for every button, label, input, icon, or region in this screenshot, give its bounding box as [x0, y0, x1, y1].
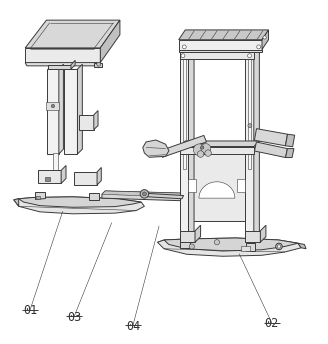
- Polygon shape: [94, 111, 98, 130]
- Polygon shape: [74, 172, 97, 185]
- Circle shape: [263, 36, 266, 39]
- Polygon shape: [179, 30, 269, 40]
- Polygon shape: [199, 182, 235, 198]
- Text: 02: 02: [265, 318, 279, 330]
- Polygon shape: [260, 225, 266, 242]
- Polygon shape: [246, 243, 256, 251]
- Circle shape: [201, 146, 204, 149]
- Polygon shape: [94, 63, 102, 67]
- Polygon shape: [180, 52, 189, 242]
- Polygon shape: [102, 191, 185, 201]
- Polygon shape: [48, 65, 71, 69]
- Polygon shape: [189, 46, 194, 242]
- Bar: [45, 177, 50, 181]
- Polygon shape: [53, 153, 58, 175]
- Circle shape: [181, 54, 185, 58]
- Polygon shape: [241, 246, 250, 251]
- Circle shape: [197, 151, 204, 157]
- Polygon shape: [14, 199, 19, 206]
- Polygon shape: [179, 50, 262, 52]
- Polygon shape: [19, 197, 141, 207]
- Circle shape: [51, 104, 54, 108]
- Bar: [36, 195, 40, 199]
- Polygon shape: [38, 170, 61, 183]
- Circle shape: [257, 45, 261, 49]
- Polygon shape: [298, 243, 306, 249]
- Circle shape: [182, 45, 186, 49]
- Polygon shape: [77, 64, 82, 154]
- Circle shape: [214, 240, 219, 245]
- Polygon shape: [61, 165, 66, 183]
- Circle shape: [201, 143, 211, 153]
- Circle shape: [194, 144, 205, 156]
- Polygon shape: [285, 134, 295, 147]
- Polygon shape: [64, 69, 77, 154]
- Polygon shape: [189, 152, 245, 221]
- Polygon shape: [180, 147, 254, 154]
- Polygon shape: [143, 193, 184, 199]
- Polygon shape: [180, 141, 259, 147]
- Polygon shape: [100, 20, 120, 63]
- Polygon shape: [255, 142, 287, 158]
- Polygon shape: [180, 52, 254, 59]
- Circle shape: [97, 62, 101, 66]
- Polygon shape: [195, 225, 201, 242]
- Polygon shape: [89, 193, 99, 201]
- Polygon shape: [183, 52, 186, 169]
- Polygon shape: [25, 48, 100, 63]
- Polygon shape: [248, 52, 251, 169]
- Text: 04: 04: [126, 320, 140, 333]
- Polygon shape: [262, 30, 269, 50]
- Polygon shape: [237, 179, 245, 192]
- Circle shape: [248, 54, 252, 58]
- Polygon shape: [59, 64, 63, 154]
- Polygon shape: [48, 69, 59, 154]
- Polygon shape: [79, 115, 94, 130]
- Polygon shape: [71, 60, 75, 69]
- Polygon shape: [160, 136, 206, 157]
- Polygon shape: [245, 231, 260, 242]
- Polygon shape: [25, 63, 102, 66]
- Polygon shape: [180, 240, 190, 248]
- Polygon shape: [245, 52, 254, 242]
- Polygon shape: [143, 140, 169, 157]
- Polygon shape: [97, 168, 101, 185]
- Polygon shape: [47, 102, 59, 110]
- Text: 03: 03: [67, 311, 81, 324]
- Polygon shape: [102, 191, 185, 197]
- Polygon shape: [254, 46, 259, 242]
- Polygon shape: [179, 40, 262, 50]
- Polygon shape: [255, 129, 288, 146]
- Polygon shape: [286, 149, 294, 158]
- Polygon shape: [14, 197, 144, 214]
- Text: 01: 01: [23, 304, 37, 317]
- Circle shape: [142, 192, 146, 196]
- Circle shape: [205, 150, 211, 156]
- Circle shape: [277, 245, 280, 248]
- Polygon shape: [157, 238, 301, 256]
- Polygon shape: [189, 179, 196, 192]
- Polygon shape: [180, 231, 195, 242]
- Circle shape: [140, 190, 149, 198]
- Circle shape: [189, 244, 195, 249]
- Circle shape: [248, 123, 252, 128]
- Polygon shape: [164, 238, 298, 251]
- Polygon shape: [25, 20, 120, 48]
- Circle shape: [198, 143, 206, 151]
- Circle shape: [276, 243, 282, 250]
- Polygon shape: [35, 192, 45, 199]
